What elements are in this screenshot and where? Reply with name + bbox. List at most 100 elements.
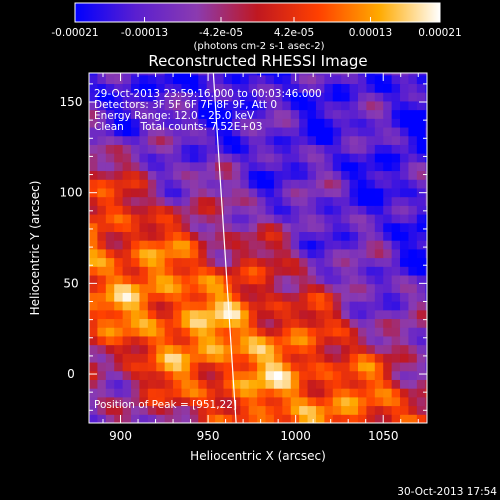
heatmap-cell bbox=[189, 275, 199, 285]
heatmap-cell bbox=[240, 344, 250, 354]
heatmap-cell bbox=[265, 170, 275, 180]
heatmap-cell bbox=[282, 362, 292, 372]
heatmap-cell bbox=[164, 118, 174, 128]
heatmap-cell bbox=[290, 379, 300, 389]
heatmap-cell bbox=[198, 240, 208, 250]
heatmap-cell bbox=[248, 214, 258, 224]
heatmap-cell bbox=[198, 135, 208, 145]
heatmap-cell bbox=[147, 73, 157, 76]
heatmap-cell bbox=[97, 187, 107, 198]
heatmap-cell bbox=[416, 414, 426, 423]
heatmap-cell bbox=[425, 344, 427, 354]
heatmap-cell bbox=[290, 144, 300, 154]
heatmap-cell bbox=[181, 92, 191, 102]
heatmap-cell bbox=[114, 170, 124, 180]
heatmap-cell bbox=[248, 301, 258, 311]
heatmap-cell bbox=[282, 370, 292, 380]
heatmap-cell bbox=[290, 161, 300, 172]
heatmap-cell bbox=[307, 118, 317, 128]
heatmap-cell bbox=[156, 414, 166, 423]
heatmap-cell bbox=[349, 135, 359, 145]
heatmap-cell bbox=[122, 266, 132, 276]
heatmap-cell bbox=[273, 74, 283, 85]
heatmap-cell bbox=[240, 335, 250, 346]
heatmap-cell bbox=[206, 362, 216, 372]
heatmap-cell bbox=[257, 179, 267, 189]
heatmap-cell bbox=[349, 161, 359, 172]
heatmap-cell bbox=[147, 362, 157, 372]
heatmap-cell bbox=[122, 388, 132, 398]
heatmap-cell bbox=[131, 73, 140, 76]
heatmap-cell bbox=[299, 170, 309, 180]
heatmap-cell bbox=[173, 92, 182, 102]
heatmap-cell bbox=[257, 109, 267, 119]
heatmap-cell bbox=[97, 318, 107, 328]
heatmap-cell bbox=[366, 318, 376, 328]
heatmap-cell bbox=[257, 127, 267, 137]
heatmap-cell bbox=[400, 309, 409, 320]
heatmap-cell bbox=[273, 318, 283, 328]
heatmap-cell bbox=[307, 83, 317, 93]
heatmap-cell bbox=[198, 370, 208, 380]
heatmap-cell bbox=[332, 240, 342, 250]
heatmap-cell bbox=[290, 205, 300, 215]
heatmap-cell bbox=[97, 327, 107, 337]
heatmap-cell bbox=[383, 327, 393, 337]
heatmap-cell bbox=[223, 92, 233, 102]
heatmap-cell bbox=[231, 318, 241, 328]
heatmap-cell bbox=[290, 92, 300, 102]
heatmap-cell bbox=[366, 135, 376, 145]
heatmap-cell bbox=[198, 362, 208, 372]
heatmap-cell bbox=[240, 301, 250, 311]
heatmap-cell bbox=[198, 335, 208, 346]
heatmap-cell bbox=[139, 266, 149, 276]
heatmap-cell bbox=[156, 248, 166, 259]
heatmap-cell bbox=[282, 109, 292, 119]
heatmap-cell bbox=[341, 240, 351, 250]
heatmap-cell bbox=[147, 135, 157, 145]
heatmap-cell bbox=[147, 318, 157, 328]
heatmap-cell bbox=[198, 179, 208, 189]
heatmap-cell bbox=[357, 388, 367, 398]
heatmap-cell bbox=[383, 257, 393, 267]
heatmap-cell bbox=[147, 396, 157, 407]
heatmap-cell bbox=[324, 379, 334, 389]
heatmap-cell bbox=[357, 379, 367, 389]
heatmap-cell bbox=[299, 344, 309, 354]
heatmap-cell bbox=[198, 170, 208, 180]
heatmap-cell bbox=[273, 240, 283, 250]
heatmap-cell bbox=[265, 379, 275, 389]
heatmap-cell bbox=[198, 292, 208, 302]
heatmap-cell bbox=[425, 170, 427, 180]
heatmap-cell bbox=[105, 257, 115, 267]
footer-timestamp: 30-Oct-2013 17:54 bbox=[397, 486, 497, 498]
heatmap-cell bbox=[324, 309, 334, 320]
heatmap-cell bbox=[89, 318, 98, 328]
heatmap-cell bbox=[400, 92, 409, 102]
heatmap-cell bbox=[248, 257, 258, 267]
heatmap-cell bbox=[307, 170, 317, 180]
heatmap-cell bbox=[374, 301, 384, 311]
heatmap-cell bbox=[164, 344, 174, 354]
heatmap-cell bbox=[215, 240, 224, 250]
heatmap-cell bbox=[299, 196, 309, 206]
heatmap-cell bbox=[374, 388, 384, 398]
heatmap-cell bbox=[366, 344, 376, 354]
heatmap-cell bbox=[408, 135, 418, 145]
heatmap-cell bbox=[265, 127, 275, 137]
heatmap-cell bbox=[156, 318, 166, 328]
heatmap-cell bbox=[341, 222, 351, 232]
heatmap-cell bbox=[248, 196, 258, 206]
heatmap-cell bbox=[265, 144, 275, 154]
heatmap-cell bbox=[324, 222, 334, 232]
heatmap-cell bbox=[391, 222, 401, 232]
heatmap-cell bbox=[408, 266, 418, 276]
heatmap-cell bbox=[198, 396, 208, 407]
heatmap-cell bbox=[332, 414, 342, 423]
heatmap-cell bbox=[181, 231, 191, 241]
heatmap-cell bbox=[206, 179, 216, 189]
heatmap-cell bbox=[231, 187, 241, 198]
heatmap-cell bbox=[164, 153, 174, 163]
heatmap-cell bbox=[416, 170, 426, 180]
heatmap-cell bbox=[374, 257, 384, 267]
